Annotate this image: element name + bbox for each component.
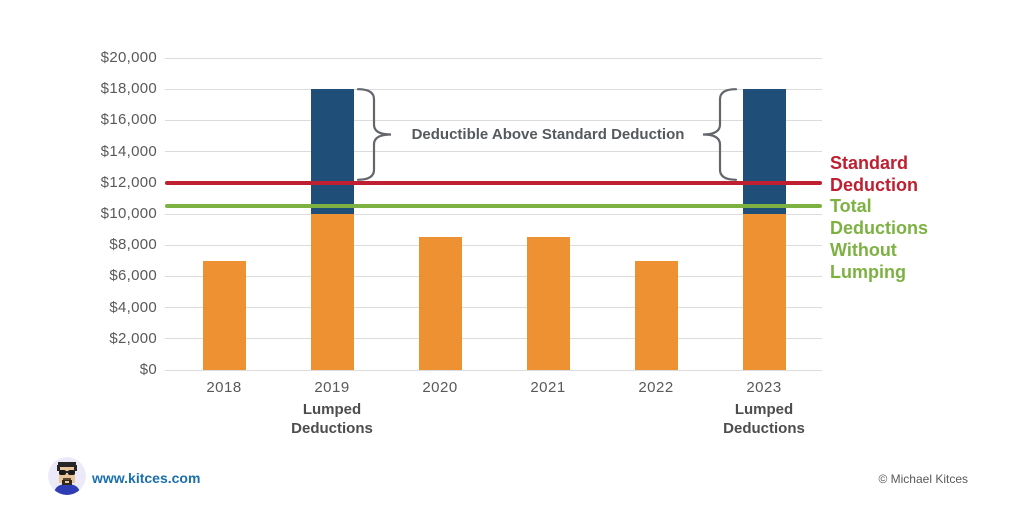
- total-deductions-without-lumping-line: [165, 204, 822, 209]
- x-tick-2022: 2022: [638, 379, 674, 396]
- annotation-deductible-above-standard: Deductible Above Standard Deduction: [411, 126, 685, 143]
- brace-right-icon: [702, 88, 738, 181]
- x-tick-2021: 2021: [530, 379, 566, 396]
- bar-2021-annual-segment: [526, 237, 570, 370]
- bar-2019-annual-segment: [310, 214, 354, 370]
- x-tick-2018: 2018: [206, 379, 242, 396]
- gridline: [165, 57, 822, 59]
- standard-deduction-line: [165, 180, 822, 185]
- kitces-site-link[interactable]: www.kitces.com: [92, 470, 201, 486]
- bar-2019-lumped-segment: [310, 89, 354, 214]
- x-tick-2020: 2020: [422, 379, 458, 396]
- y-tick-label: $6,000: [109, 267, 157, 285]
- bar-2022-annual-segment: [634, 260, 678, 370]
- y-tick-label: $0: [139, 361, 157, 378]
- total-deductions-without-lumping-label: Total Deductions Without Lumping: [830, 196, 929, 283]
- y-tick-label: $20,000: [100, 49, 157, 66]
- sub-label-2023: Lumped Deductions: [723, 401, 805, 437]
- x-tick-2019: 2019: [314, 379, 350, 396]
- y-tick-label: $18,000: [100, 80, 157, 98]
- brace-left-icon: [356, 88, 392, 181]
- y-tick-label: $16,000: [100, 111, 157, 129]
- gridline: [165, 338, 822, 340]
- gridline: [165, 307, 822, 309]
- y-tick-label: $2,000: [109, 329, 157, 347]
- y-tick-label: $12,000: [100, 173, 157, 191]
- bar-2018-annual-segment: [202, 260, 246, 370]
- gridline: [165, 88, 822, 90]
- gridline: [165, 213, 822, 215]
- gridline: [165, 119, 822, 121]
- y-tick-label: $4,000: [109, 298, 157, 316]
- bar-2023-lumped-segment: [742, 89, 786, 214]
- bar-2020-annual-segment: [418, 237, 462, 370]
- bar-2023-annual-segment: [742, 214, 786, 370]
- kitces-avatar-icon: [48, 457, 86, 495]
- gridline: [165, 244, 822, 246]
- sub-label-2019: Lumped Deductions: [291, 401, 373, 437]
- gridline: [165, 275, 822, 277]
- y-tick-label: $14,000: [100, 142, 157, 160]
- gridline: [165, 369, 822, 371]
- standard-deduction-label: Standard Deduction: [830, 152, 918, 195]
- y-tick-label: $10,000: [100, 205, 157, 222]
- x-tick-2023: 2023: [746, 379, 782, 396]
- gridline: [165, 151, 822, 153]
- copyright-text: © Michael Kitces: [878, 472, 968, 486]
- y-tick-label: $8,000: [109, 236, 157, 254]
